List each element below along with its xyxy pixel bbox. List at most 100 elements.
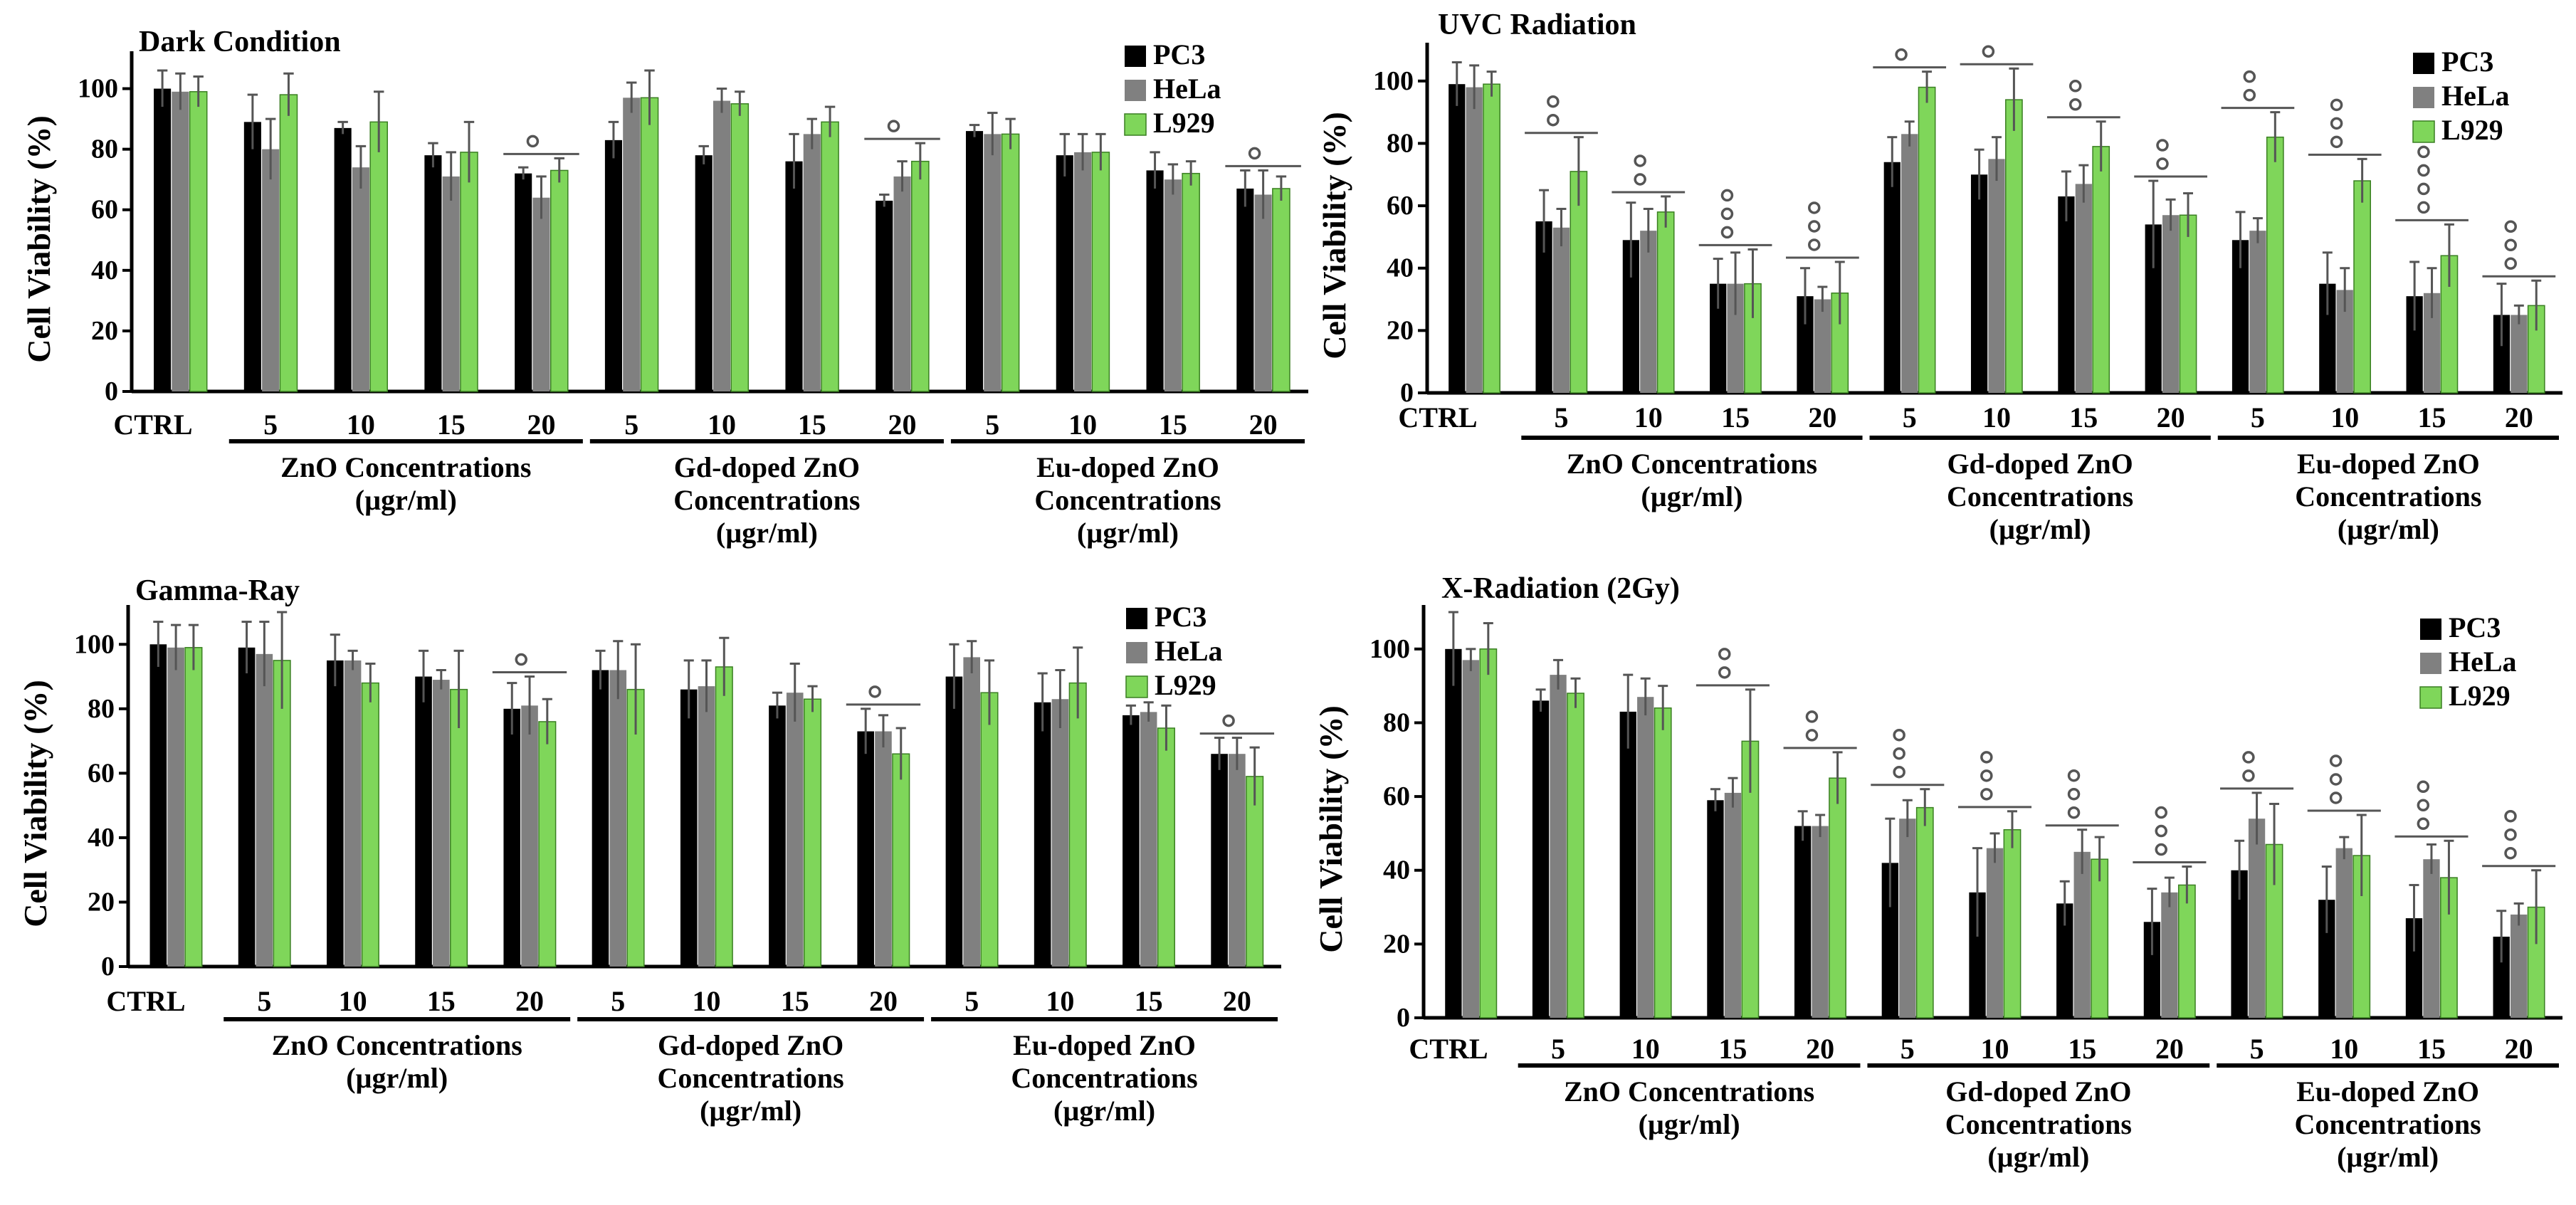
- significance-marker: [2504, 828, 2517, 841]
- bar-pc3-6: [680, 689, 698, 967]
- bar-hela-7: [2073, 851, 2091, 1018]
- bar-pc3-11: [2406, 296, 2423, 393]
- legend-swatch-pc3: [2420, 619, 2441, 640]
- bar-pc3-4: [1797, 296, 1814, 393]
- bar-pc3-9: [945, 676, 963, 967]
- group-label: (µgr/ml): [716, 517, 818, 549]
- bar-pc3-11: [2405, 918, 2423, 1018]
- significance-marker: [2504, 257, 2517, 270]
- bar-hela-6: [713, 100, 731, 391]
- x-tick-label: 20: [527, 409, 555, 441]
- x-tick-label: 10: [339, 985, 367, 1017]
- bar-l929-9: [1001, 133, 1020, 392]
- bar-hela-6: [1988, 159, 2005, 393]
- group-label: (µgr/ml): [346, 1062, 448, 1094]
- bar-pc3-2: [1619, 711, 1636, 1018]
- significance-marker: [2155, 824, 2167, 838]
- x-tick-label: 20: [2155, 1033, 2184, 1065]
- bar-l929-6: [2005, 99, 2023, 394]
- significance-marker: [1805, 729, 1819, 742]
- group-label: Concentrations: [658, 1062, 844, 1094]
- bar-pc3-3: [424, 155, 442, 392]
- bar-hela-2: [344, 660, 362, 967]
- significance-marker: [2417, 817, 2430, 831]
- bar-l929-7: [803, 698, 822, 967]
- bar-hela-8: [893, 176, 911, 391]
- y-axis-label: Cell Viability (%): [17, 680, 53, 927]
- significance-marker: [1718, 666, 1731, 679]
- y-tick-label: 100: [78, 74, 118, 104]
- bar-pc3-6: [1969, 892, 1986, 1018]
- bar-pc3-10: [1034, 702, 1051, 967]
- x-tick-label: 10: [1981, 1033, 2009, 1065]
- bar-pc3-8: [2145, 224, 2162, 393]
- y-tick-label: 60: [1383, 782, 1410, 811]
- bar-l929-12: [1272, 188, 1290, 392]
- y-tick-label: 40: [91, 256, 118, 285]
- significance-marker: [2417, 164, 2430, 177]
- significance-marker: [1720, 189, 1734, 202]
- significance-marker: [1222, 714, 1235, 727]
- significance-marker: [868, 685, 881, 698]
- significance-marker: [2242, 751, 2255, 764]
- y-tick-label: 80: [88, 694, 115, 724]
- x-tick-label: 10: [2330, 1033, 2358, 1065]
- x-tick-label: 15: [2068, 1033, 2096, 1065]
- bar-hela-5: [1901, 134, 1918, 394]
- bar-pc3-8: [857, 731, 874, 967]
- bar-hela-9: [2248, 819, 2266, 1018]
- bar-hela-7: [2075, 184, 2092, 393]
- x-tick-label: 5: [1903, 401, 1917, 433]
- group-label: (µgr/ml): [2337, 1141, 2439, 1173]
- significance-marker: [1808, 201, 1821, 214]
- bar-hela-5: [1899, 819, 1916, 1018]
- group-label: (µgr/ml): [1987, 1141, 2089, 1173]
- bar-hela-12: [1254, 194, 1272, 391]
- group-label: ZnO Concentrations: [1567, 448, 1817, 480]
- bar-pc3-7: [785, 161, 803, 391]
- bar-hela-3: [442, 176, 460, 391]
- significance-marker: [515, 653, 527, 666]
- significance-marker: [1808, 220, 1821, 233]
- bar-pc3-3: [1707, 800, 1724, 1018]
- bar-pc3-0: [154, 88, 172, 391]
- legend-swatch-l929: [2419, 686, 2442, 709]
- bar-hela-9: [2249, 231, 2266, 393]
- significance-marker: [2156, 157, 2169, 170]
- significance-marker: [1720, 226, 1734, 239]
- significance-marker: [1893, 765, 1905, 779]
- bar-l929-2: [369, 121, 389, 392]
- significance-marker: [2330, 135, 2343, 149]
- bar-l929-2: [1656, 211, 1675, 394]
- bar-hela-12: [2510, 914, 2528, 1018]
- significance-marker: [2067, 787, 2081, 801]
- bar-l929-3: [460, 152, 478, 392]
- bar-hela-10: [1074, 152, 1092, 391]
- x-tick-label: 20: [1808, 401, 1836, 433]
- legend-swatch-hela: [2413, 87, 2434, 108]
- y-tick-label: 100: [74, 629, 115, 659]
- bar-pc3-9: [2231, 240, 2249, 393]
- x-tick-label: 15: [2417, 1033, 2446, 1065]
- significance-marker: [2329, 773, 2343, 786]
- bar-hela-12: [1229, 754, 1246, 967]
- significance-marker: [1718, 648, 1731, 661]
- group-label: (µgr/ml): [1641, 480, 1742, 512]
- significance-marker: [2242, 769, 2255, 782]
- bar-pc3-1: [1535, 221, 1552, 393]
- chart-title: Gamma-Ray: [135, 574, 300, 607]
- chart-title: X-Radiation (2Gy): [1441, 572, 1680, 605]
- bar-l929-4: [538, 721, 557, 967]
- y-tick-label: 60: [88, 758, 115, 788]
- bar-hela-0: [167, 647, 184, 967]
- bar-l929-0: [184, 647, 203, 967]
- bar-hela-0: [1462, 660, 1480, 1018]
- x-tick-label: 15: [2418, 401, 2446, 433]
- y-axis-label: Cell Viability (%): [1313, 705, 1349, 953]
- y-tick-label: 0: [105, 377, 118, 406]
- bar-pc3-3: [1710, 283, 1727, 393]
- group-label: ZnO Concentrations: [1564, 1075, 1814, 1107]
- bar-hela-2: [352, 167, 369, 391]
- bar-l929-8: [2177, 884, 2196, 1019]
- group-label: ZnO Concentrations: [272, 1029, 522, 1061]
